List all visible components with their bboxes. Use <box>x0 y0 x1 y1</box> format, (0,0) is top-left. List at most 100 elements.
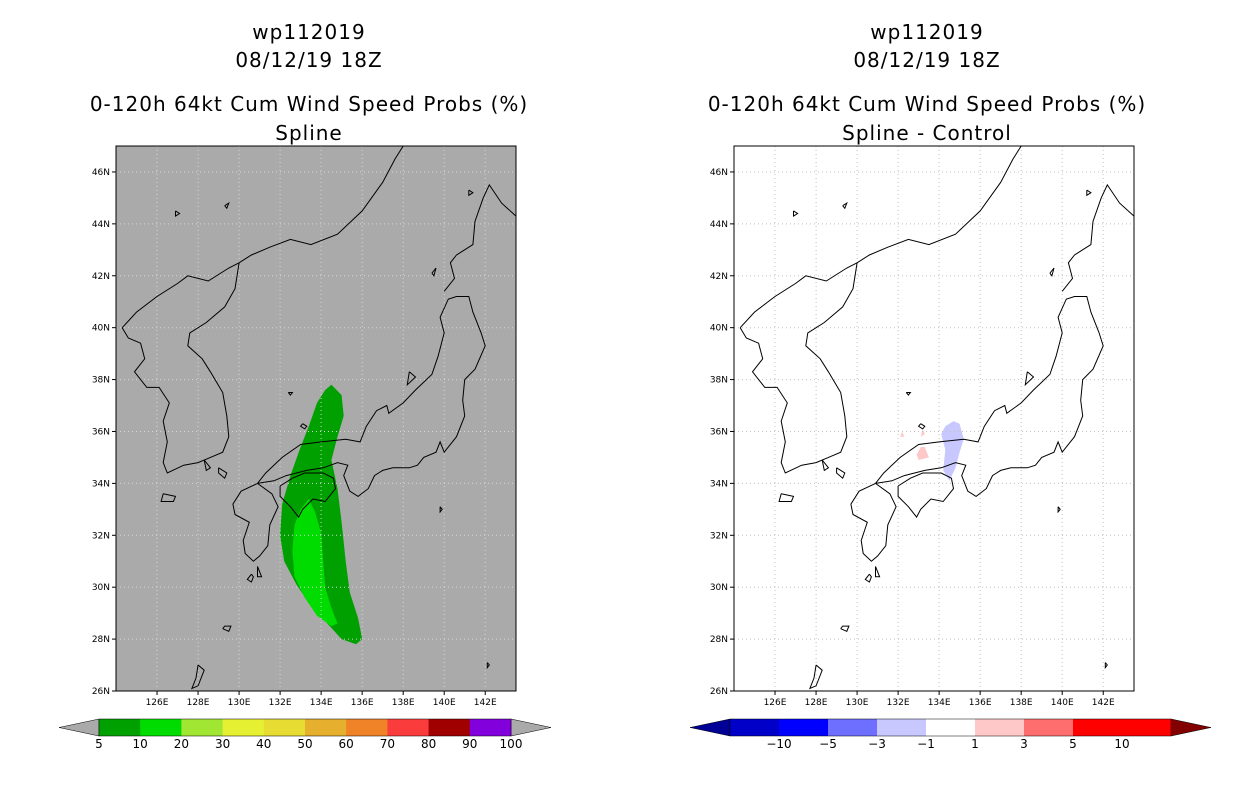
colorbar-label: −10 <box>766 737 791 751</box>
coastline <box>864 573 872 583</box>
y-tick-label: 26N <box>710 687 728 697</box>
date-label: 08/12/19 18Z <box>853 48 1001 72</box>
chart-title: 0-120h 64kt Cum Wind Speed Probs (%) <box>707 92 1147 116</box>
colorbar-label: 100 <box>500 737 523 751</box>
colorbar-swatch <box>263 719 306 736</box>
y-tick-label: 44N <box>710 220 728 230</box>
colorbar-label: −1 <box>917 737 935 751</box>
coastline <box>850 482 897 562</box>
colorbar-label: −5 <box>819 737 837 751</box>
x-tick-label: 138E <box>392 698 415 708</box>
coastline <box>1061 183 1135 292</box>
y-tick-label: 34N <box>710 479 728 489</box>
colorbar-label: 90 <box>462 737 477 751</box>
colorbar-swatch <box>99 719 141 736</box>
y-tick-label: 26N <box>92 687 110 697</box>
y-tick-label: 42N <box>710 272 728 282</box>
colorbar-label: 1 <box>971 737 979 751</box>
y-tick-label: 36N <box>92 427 110 437</box>
colorbar-swatch <box>926 719 976 736</box>
x-tick-label: 140E <box>1051 698 1074 708</box>
x-tick-label: 132E <box>887 698 910 708</box>
coastline <box>739 262 858 474</box>
plot-frame <box>733 145 1135 692</box>
y-tick-label: 32N <box>710 531 728 541</box>
coastline <box>1086 189 1092 197</box>
colorbar-swatch <box>1073 719 1123 736</box>
colorbar-label: 40 <box>256 737 271 751</box>
storm-id: wp112019 <box>870 20 984 44</box>
colorbar-label: 5 <box>95 737 103 751</box>
colorbar-under-arrow <box>689 718 731 737</box>
y-tick-label: 44N <box>92 220 110 230</box>
colorbar-swatch <box>1024 719 1074 736</box>
coastline <box>809 664 823 690</box>
colorbar-swatch <box>305 719 347 736</box>
coastline <box>836 467 846 480</box>
y-tick-label: 46N <box>710 168 728 178</box>
colorbar-label: 50 <box>297 737 312 751</box>
y-tick-label: 46N <box>92 168 110 178</box>
coastline <box>121 262 240 474</box>
coastline <box>842 201 848 210</box>
colorbar-frame <box>729 718 1172 737</box>
x-tick-label: 142E <box>1092 698 1115 708</box>
y-tick-label: 28N <box>710 635 728 645</box>
colorbar-frame <box>98 718 512 737</box>
colorbar-label: 5 <box>1069 737 1077 751</box>
coastline <box>431 267 437 277</box>
coastline <box>218 467 228 480</box>
colorbar-swatch <box>346 719 388 736</box>
colorbar-label: −3 <box>868 737 886 751</box>
map-background <box>734 146 1134 691</box>
coastline <box>246 573 254 583</box>
x-tick-label: 140E <box>433 698 456 708</box>
coastline <box>203 459 212 472</box>
coastline <box>875 566 881 578</box>
map-plot-difference: 126E 128E 130E 132E 134E 136E 138E 140E 142E 26N 2… <box>689 145 1212 751</box>
coastline <box>222 625 232 632</box>
map-plot-spline: 126E 128E 130E 132E 134E 136E 138E 140E 142E 26N 2… <box>58 145 552 751</box>
x-tick-label: 134E <box>928 698 951 708</box>
probability-contour <box>292 499 338 627</box>
coastline <box>905 392 912 396</box>
x-tick-label: 128E <box>187 698 210 708</box>
colorbar-swatch <box>828 719 878 736</box>
y-tick-label: 40N <box>92 324 110 334</box>
coastline <box>917 423 926 430</box>
probability-contour <box>900 431 905 437</box>
colorbar-swatch <box>779 719 829 736</box>
coastline <box>793 210 799 218</box>
y-tick-label: 30N <box>710 583 728 593</box>
coastline <box>739 145 1022 329</box>
colorbar-swatch <box>730 719 780 736</box>
y-tick-label: 38N <box>710 376 728 386</box>
coastline <box>468 189 474 197</box>
coastline <box>224 201 230 210</box>
colorbar-swatch <box>222 719 265 736</box>
y-tick-label: 34N <box>92 479 110 489</box>
x-tick-label: 142E <box>474 698 497 708</box>
colorbar-swatch <box>1122 719 1172 736</box>
colorbar-label: 30 <box>215 737 230 751</box>
coastline <box>406 371 417 387</box>
y-tick-label: 32N <box>92 531 110 541</box>
colorbar-swatch <box>975 719 1025 736</box>
colorbar-label: 10 <box>1114 737 1129 751</box>
colorbar-label: 80 <box>421 737 436 751</box>
coastline <box>232 482 279 562</box>
y-tick-label: 42N <box>92 272 110 282</box>
colorbar-under-arrow <box>58 718 100 737</box>
coastline <box>287 392 294 396</box>
plot-frame <box>115 145 517 692</box>
y-tick-label: 38N <box>92 376 110 386</box>
coastline <box>840 625 850 632</box>
x-tick-label: 130E <box>846 698 869 708</box>
y-tick-label: 36N <box>710 427 728 437</box>
colorbar-label: 60 <box>339 737 354 751</box>
colorbar-swatch <box>387 719 430 736</box>
chart-subtitle: Spline <box>275 121 343 145</box>
coastline <box>175 210 181 218</box>
y-tick-label: 40N <box>710 324 728 334</box>
coastline <box>1104 662 1108 670</box>
